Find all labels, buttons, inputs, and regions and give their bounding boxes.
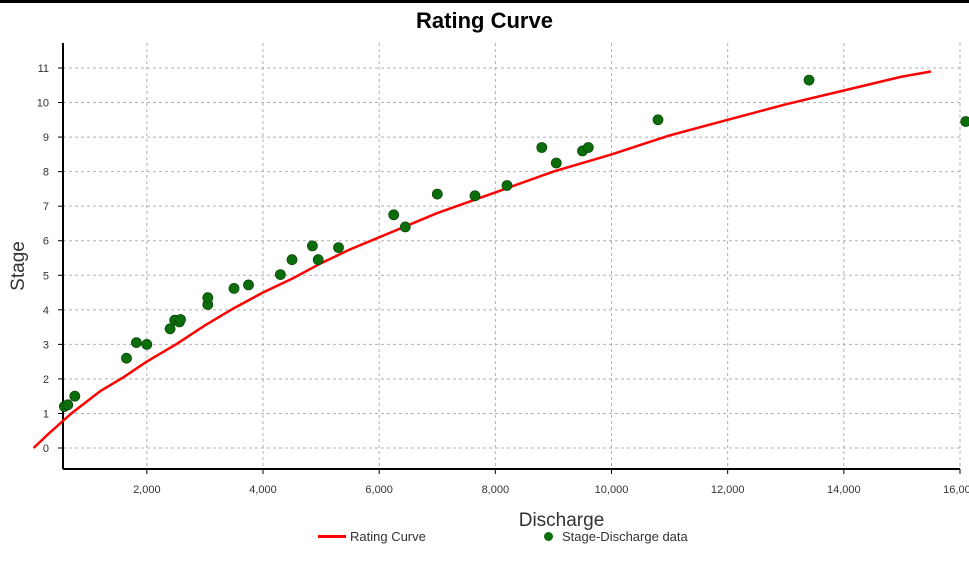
data-point xyxy=(803,74,815,86)
y-tick-label: 11 xyxy=(38,63,49,75)
data-point xyxy=(501,180,513,191)
x-axis-label: Discharge xyxy=(519,510,605,531)
data-point xyxy=(274,269,286,281)
data-point xyxy=(243,279,254,291)
x-tick-label: 14,000 xyxy=(827,484,861,496)
x-tick-label: 2,000 xyxy=(133,484,161,496)
data-point xyxy=(652,114,664,126)
data-point xyxy=(62,399,74,411)
y-tick-label: 6 xyxy=(43,236,49,248)
y-tick-label: 0 xyxy=(43,443,49,455)
legend-line-swatch xyxy=(318,534,346,538)
x-tick-label: 6,000 xyxy=(365,484,393,496)
legend-dot-swatch xyxy=(544,531,553,541)
top-border xyxy=(0,0,969,3)
data-point xyxy=(431,188,443,200)
y-tick-label: 10 xyxy=(37,98,49,110)
data-point xyxy=(69,390,81,402)
plot-area xyxy=(63,43,960,469)
data-point xyxy=(306,240,318,252)
rating-curve-line xyxy=(32,70,932,449)
data-point xyxy=(130,337,142,349)
x-tick-label: 10,000 xyxy=(595,484,629,496)
y-tick-label: 4 xyxy=(43,305,49,317)
y-tick-label: 7 xyxy=(43,201,49,213)
chart-title: Rating Curve xyxy=(416,8,553,33)
chart-legend: Rating Curve Stage-Discharge data xyxy=(0,524,969,548)
data-point xyxy=(164,323,176,335)
legend-item-rating-curve: Rating Curve xyxy=(318,524,426,548)
data-point xyxy=(175,314,186,325)
data-point xyxy=(202,292,214,304)
legend-item-stage-discharge: Stage-Discharge data xyxy=(544,524,688,548)
data-point xyxy=(286,254,298,266)
y-tick-label: 1 xyxy=(43,408,49,420)
y-tick-label: 8 xyxy=(43,167,49,179)
data-point xyxy=(228,282,240,294)
y-tick-label: 2 xyxy=(43,374,49,386)
data-point xyxy=(399,221,411,233)
data-point xyxy=(536,142,548,153)
data-point xyxy=(141,338,153,350)
x-tick-label: 4,000 xyxy=(249,484,277,496)
data-point xyxy=(388,209,400,221)
data-point xyxy=(550,157,562,169)
y-tick-label: 9 xyxy=(43,132,49,144)
y-axis-label: Stage xyxy=(8,241,29,291)
data-point xyxy=(960,116,969,127)
x-tick-label: 12,000 xyxy=(711,484,745,496)
y-tick-label: 3 xyxy=(43,339,49,351)
y-tick-label: 5 xyxy=(43,270,49,282)
data-point xyxy=(582,142,594,153)
legend-label-stage-discharge: Stage-Discharge data xyxy=(562,528,688,544)
x-tick-label: 16,000 xyxy=(943,484,969,496)
data-point xyxy=(121,352,132,364)
data-point xyxy=(333,242,344,254)
data-point xyxy=(469,190,481,202)
data-point xyxy=(312,254,324,266)
x-tick-label: 8,000 xyxy=(482,484,510,496)
legend-label-rating-curve: Rating Curve xyxy=(350,528,426,544)
